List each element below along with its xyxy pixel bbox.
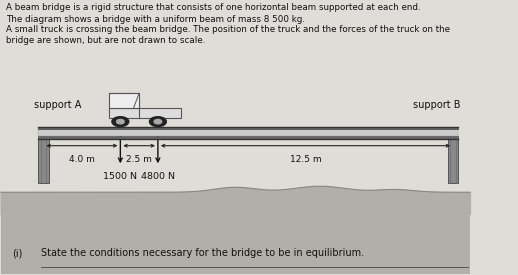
Text: A small truck is crossing the beam bridge. The position of the truck and the for: A small truck is crossing the beam bridg… [6, 25, 450, 34]
Text: bridge are shown, but are not drawn to scale.: bridge are shown, but are not drawn to s… [6, 36, 206, 45]
Circle shape [112, 117, 129, 126]
Circle shape [150, 117, 166, 126]
Circle shape [117, 119, 124, 124]
Text: support A: support A [34, 100, 81, 110]
Text: (i): (i) [12, 248, 23, 258]
Bar [38, 126, 458, 129]
Text: The diagram shows a bridge with a uniform beam of mass 8 500 kg.: The diagram shows a bridge with a unifor… [6, 15, 305, 24]
Text: 2.5 m: 2.5 m [126, 155, 152, 164]
Text: 12.5 m: 12.5 m [290, 155, 321, 164]
Bar [448, 139, 458, 183]
Text: 1500 N: 1500 N [104, 172, 137, 181]
Circle shape [154, 119, 162, 124]
Text: 4.0 m: 4.0 m [69, 155, 95, 164]
Bar [38, 129, 458, 136]
Text: support B: support B [413, 100, 461, 110]
Text: State the conditions necessary for the bridge to be in equilibrium.: State the conditions necessary for the b… [40, 248, 364, 258]
Bar [1, 214, 470, 274]
Text: A beam bridge is a rigid structure that consists of one horizontal beam supporte: A beam bridge is a rigid structure that … [6, 3, 421, 12]
Bar [109, 108, 181, 118]
Bar [38, 139, 49, 183]
Bar [109, 93, 139, 108]
Bar [38, 136, 458, 139]
Text: 4800 N: 4800 N [141, 172, 175, 181]
